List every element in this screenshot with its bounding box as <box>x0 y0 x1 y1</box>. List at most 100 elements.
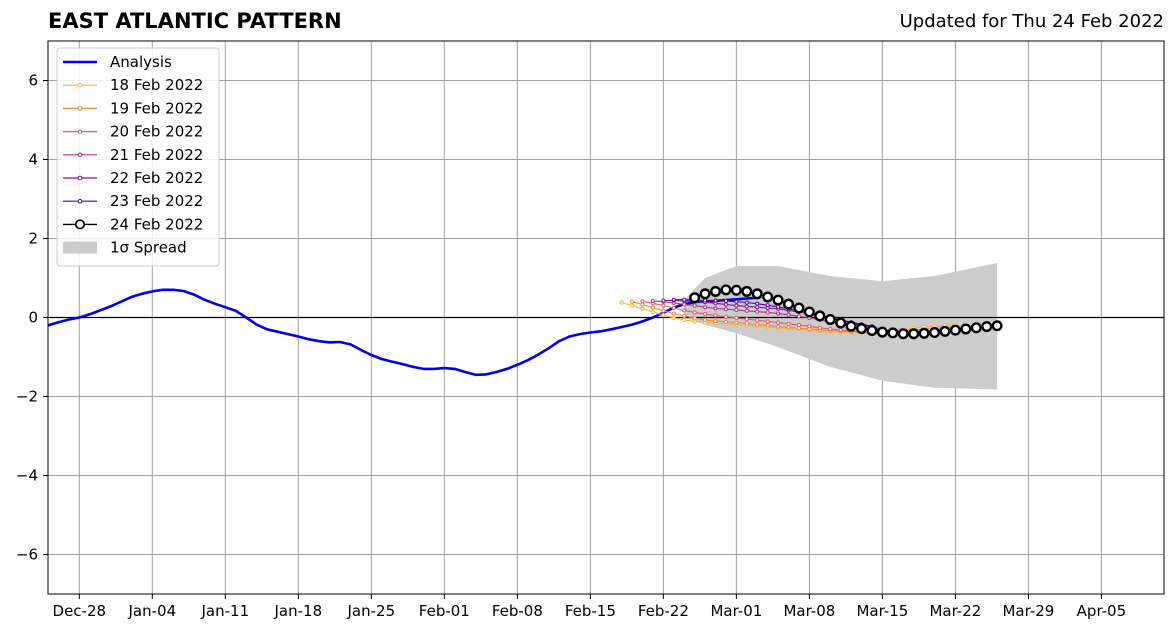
x-tick-label: Dec-28 <box>53 602 107 620</box>
forecast-point <box>796 314 802 319</box>
forecast-point <box>918 327 930 339</box>
legend-label: 1σ Spread <box>110 239 187 257</box>
forecast-point <box>939 325 951 337</box>
y-tick-label: 4 <box>28 151 38 169</box>
forecast-point <box>720 284 732 296</box>
forecast-point <box>887 327 899 339</box>
legend-label: 22 Feb 2022 <box>110 169 203 187</box>
forecast-point <box>723 302 729 307</box>
forecast-point <box>970 322 982 334</box>
legend-swatch <box>63 241 97 254</box>
forecast-point <box>629 299 635 304</box>
forecast-point <box>796 322 802 328</box>
forecast-point <box>741 285 753 297</box>
forecast-point <box>755 309 760 314</box>
forecast-point <box>762 291 774 303</box>
forecast-point <box>775 304 781 309</box>
forecast-point <box>682 302 687 307</box>
legend-marker <box>77 129 83 134</box>
x-tick-label: Feb-01 <box>419 602 470 620</box>
forecast-point <box>744 300 749 305</box>
forecast-point <box>744 304 749 309</box>
x-tick-label: Apr-05 <box>1077 602 1127 620</box>
legend-marker <box>77 198 83 204</box>
forecast-point <box>744 308 749 313</box>
forecast-point <box>723 307 729 312</box>
legend-label: 18 Feb 2022 <box>110 76 203 94</box>
forecast-point <box>650 298 656 304</box>
forecast-point <box>723 298 729 304</box>
forecast-point <box>991 320 1003 332</box>
forecast-point <box>713 298 718 303</box>
forecast-point <box>692 316 697 321</box>
legend-marker <box>75 219 86 230</box>
x-tick-label: Mar-22 <box>929 602 981 620</box>
y-tick-label: 0 <box>28 309 38 327</box>
forecast-point <box>702 311 708 317</box>
forecast-point <box>793 302 805 314</box>
forecast-point <box>949 324 961 336</box>
forecast-point <box>699 288 711 300</box>
forecast-point <box>838 328 843 333</box>
forecast-point <box>772 294 784 306</box>
forecast-point <box>682 313 687 319</box>
forecast-point <box>713 318 718 324</box>
x-tick-label: Feb-22 <box>638 602 689 620</box>
forecast-point <box>671 315 676 320</box>
analysis-line <box>48 288 758 377</box>
forecast-point <box>929 327 941 339</box>
legend-marker <box>77 152 83 158</box>
forecast-point <box>897 328 909 340</box>
forecast-point <box>751 288 763 300</box>
forecast-point <box>856 323 868 335</box>
forecast-point <box>730 284 742 296</box>
legend-label: 24 Feb 2022 <box>110 215 203 233</box>
legend-marker <box>77 106 83 111</box>
forecast-point <box>689 292 701 304</box>
forecast-point <box>723 319 729 324</box>
forecast-point <box>817 325 822 330</box>
plot-area <box>48 263 1164 390</box>
forecast-point <box>765 303 770 308</box>
updated-label: Updated for Thu 24 Feb 2022 <box>899 11 1164 32</box>
forecast-point <box>845 320 857 332</box>
forecast-point <box>702 305 708 310</box>
y-tick-label: 6 <box>28 72 38 90</box>
forecast-point <box>734 315 739 320</box>
forecast-point <box>734 299 739 304</box>
forecast-point <box>682 317 687 322</box>
forecast-point <box>650 309 656 315</box>
forecast-point <box>908 328 920 340</box>
x-tick-label: Jan-11 <box>200 602 249 620</box>
forecast-point <box>755 305 760 310</box>
forecast-point <box>734 307 739 313</box>
forecast-point <box>682 297 687 302</box>
forecast-point <box>786 312 791 317</box>
forecast-point <box>661 303 666 308</box>
forecast-point <box>814 310 826 322</box>
forecast-point <box>783 298 795 310</box>
forecast-point <box>629 303 635 308</box>
forecast-point <box>713 306 718 311</box>
x-tick-label: Mar-29 <box>1002 602 1054 620</box>
forecast-point <box>775 311 781 316</box>
forecast-point <box>835 317 847 329</box>
forecast-point <box>619 300 624 305</box>
forecast-point <box>734 320 739 325</box>
legend-label: 19 Feb 2022 <box>110 99 203 117</box>
forecast-point <box>671 297 676 302</box>
forecast-point <box>807 324 812 329</box>
legend-label: 21 Feb 2022 <box>110 146 203 164</box>
forecast-point <box>702 317 708 322</box>
x-tick-label: Feb-15 <box>565 602 616 620</box>
forecast-point <box>661 313 666 318</box>
x-tick-label: Jan-04 <box>127 602 176 620</box>
forecast-point <box>765 323 770 328</box>
legend-label: 20 Feb 2022 <box>110 123 203 141</box>
forecast-point <box>775 324 781 329</box>
forecast-point <box>650 305 656 310</box>
x-tick-label: Mar-01 <box>710 602 762 620</box>
legend-label: Analysis <box>110 53 172 71</box>
legend: Analysis 18 Feb 2022 19 Feb 2022 20 Feb 202… <box>56 47 220 267</box>
